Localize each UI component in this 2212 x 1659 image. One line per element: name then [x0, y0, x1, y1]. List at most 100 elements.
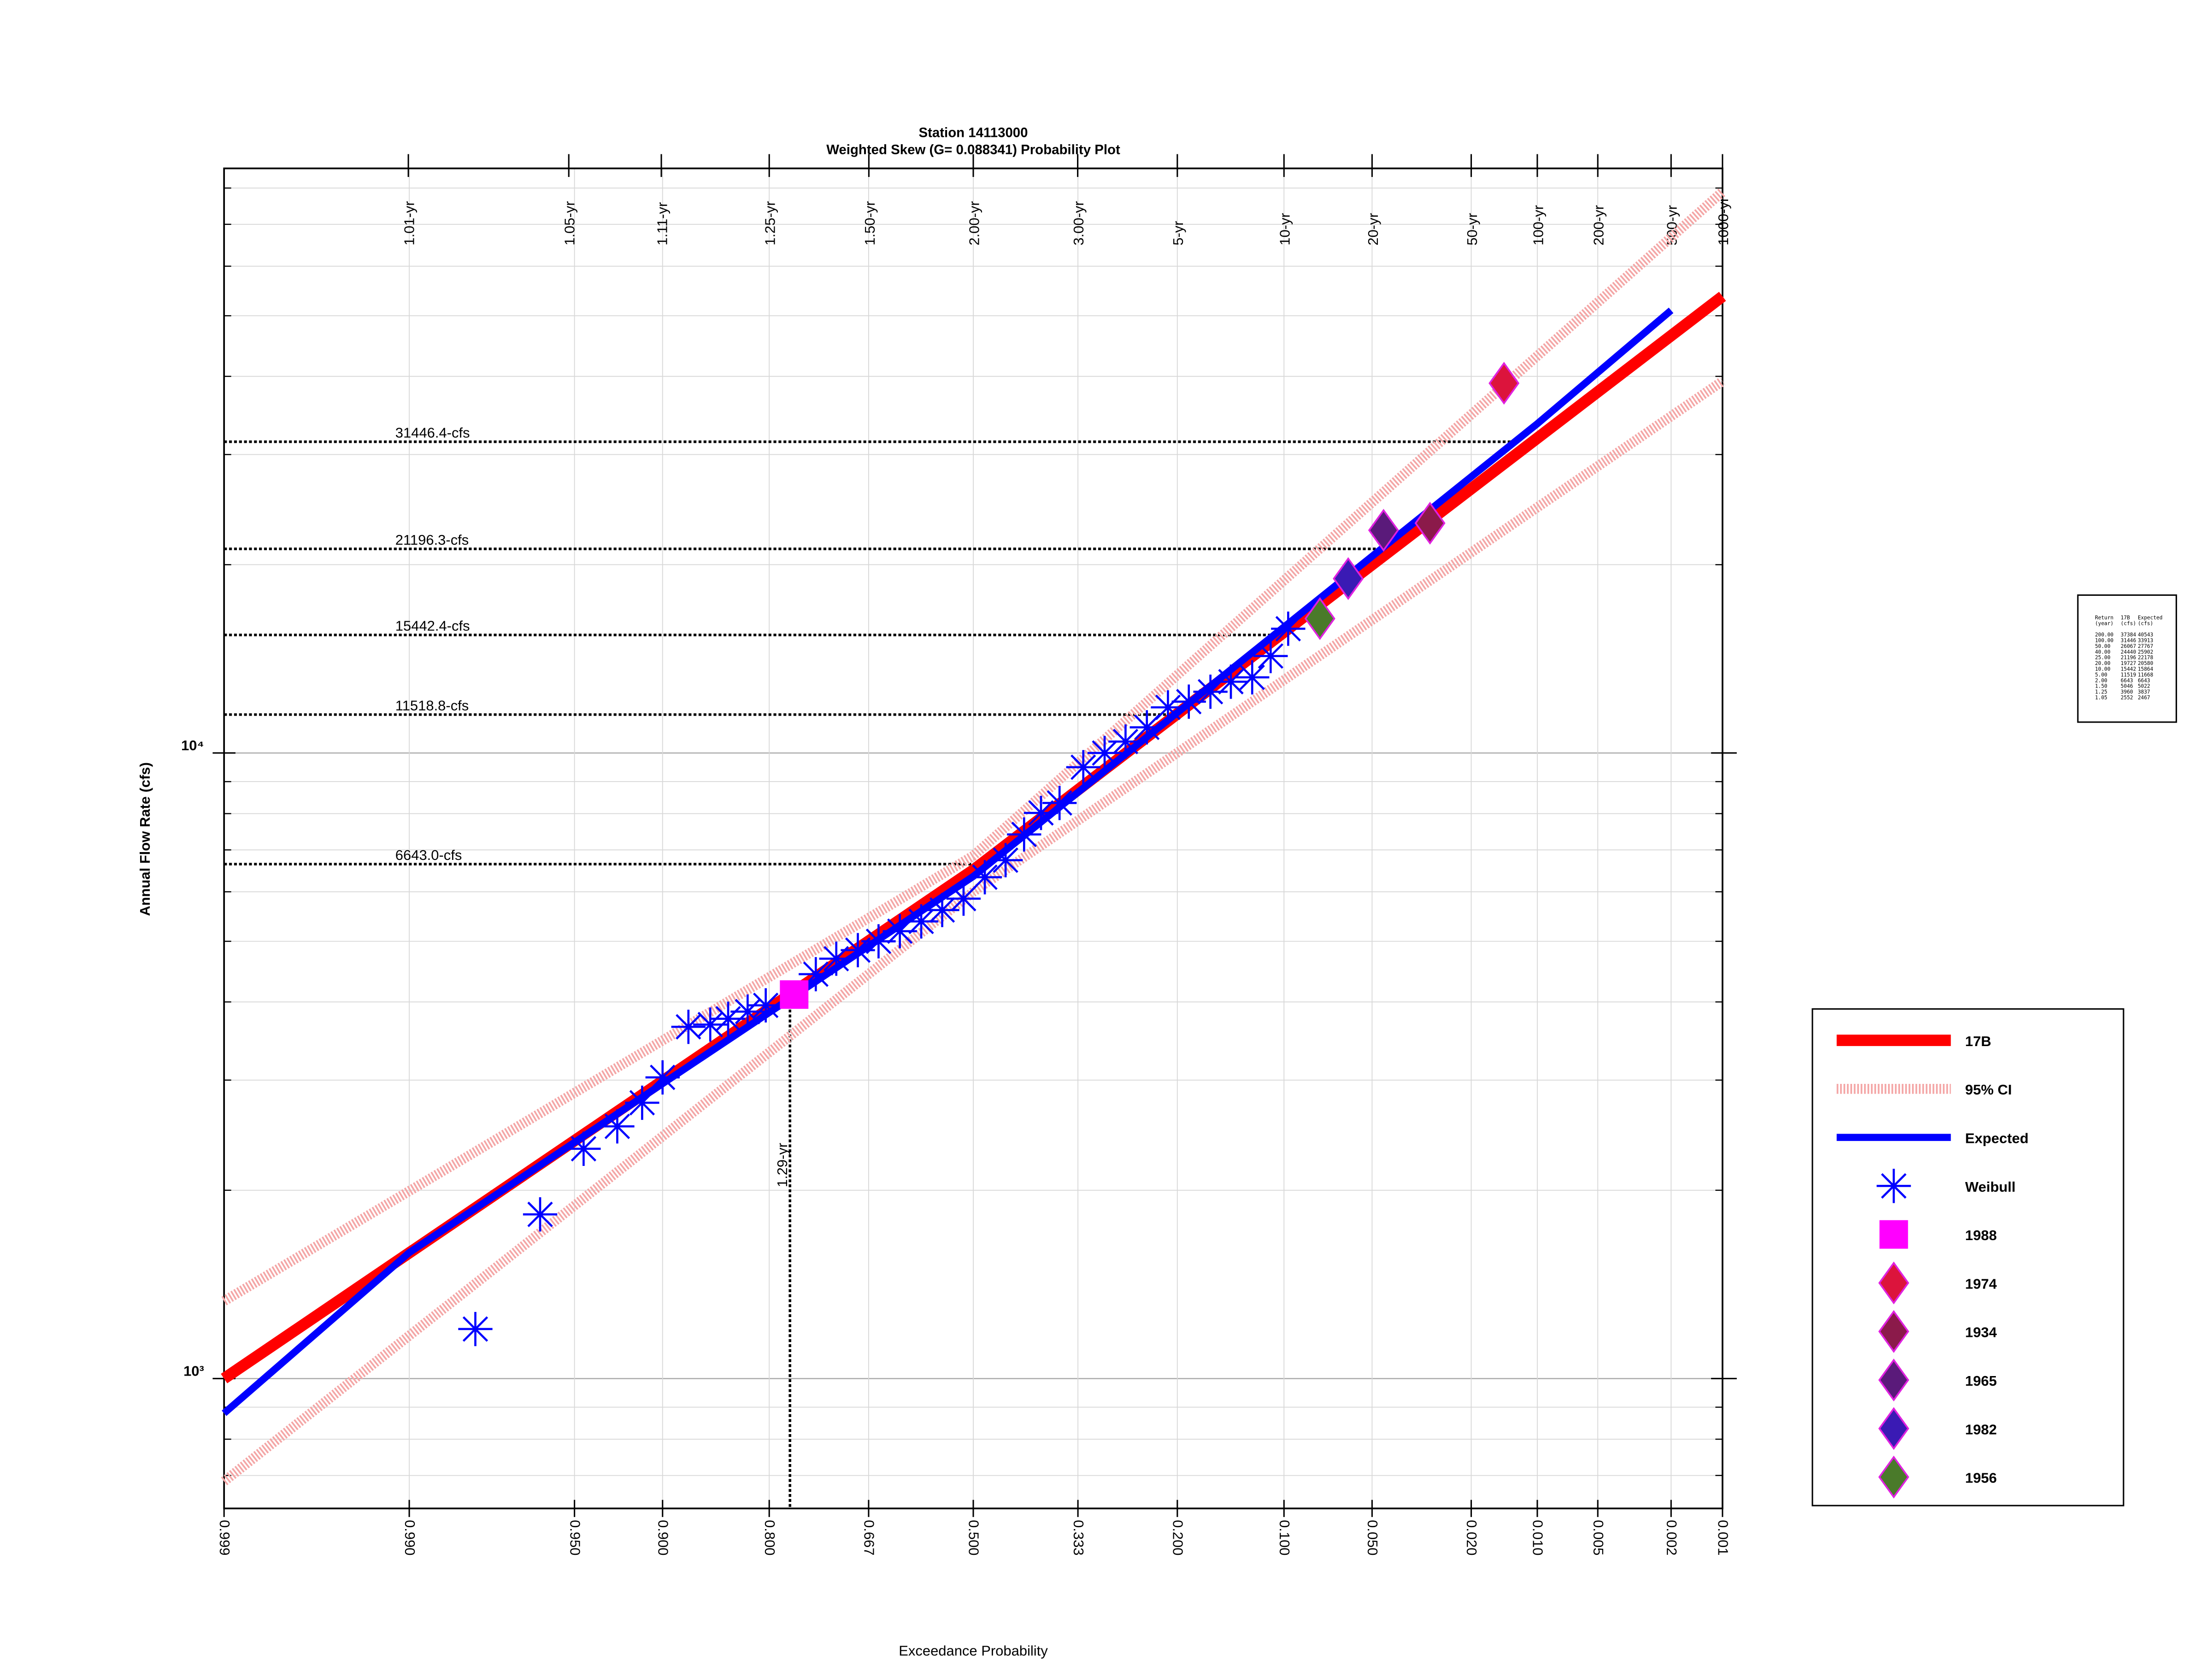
weibull-point	[841, 933, 875, 967]
table-cell: 27767	[2138, 643, 2153, 649]
table-cell: 1.50	[2095, 683, 2107, 689]
highlight-point	[1488, 362, 1520, 405]
table-cell: 11668	[2138, 672, 2153, 678]
weibull-point	[671, 1010, 706, 1044]
reference-label: 6643.0-cfs	[395, 847, 462, 863]
table-cell: 15442	[2121, 666, 2136, 672]
reference-label: 21196.3-cfs	[395, 532, 469, 548]
table-cell: 24440	[2121, 649, 2136, 655]
table-cell: 2.00	[2095, 677, 2107, 683]
ci-line	[221, 377, 1725, 1486]
table-cell: 33913	[2138, 638, 2153, 644]
legend-label: Expected	[1965, 1130, 2029, 1147]
weibull-point	[730, 994, 765, 1029]
weibull-point	[1171, 684, 1206, 719]
weibull-point	[1213, 665, 1248, 699]
weibull-point	[819, 941, 853, 976]
legend-swatch	[1878, 1455, 1909, 1499]
weibull-point	[1235, 660, 1270, 695]
x-tick-label: 0.200	[1170, 1520, 1186, 1555]
legend-label: 17B	[1965, 1033, 1991, 1049]
top-tick-label: 50-yr	[1464, 213, 1480, 246]
table-header: (cfs)	[2138, 620, 2153, 626]
legend-swatch	[1877, 1169, 1911, 1203]
y-axis-label: Annual Flow Rate (cfs)	[137, 762, 153, 916]
x-tick-label: 0.999	[217, 1520, 233, 1555]
weibull-point	[904, 904, 939, 939]
legend-label: 1965	[1965, 1373, 1997, 1389]
table-cell: 100.00	[2095, 638, 2113, 644]
plot-frame	[223, 167, 1724, 1510]
plot-area	[221, 188, 1726, 1486]
table-cell: 19727	[2121, 660, 2136, 666]
ci-line	[221, 188, 1726, 1306]
table-cell: 20580	[2138, 660, 2153, 666]
x-tick-label: 0.500	[966, 1520, 982, 1555]
table-cell: 5022	[2138, 683, 2150, 689]
table-cell: 2467	[2138, 694, 2150, 700]
legend-swatch	[1878, 1261, 1909, 1305]
weibull-point	[1007, 817, 1041, 852]
table-cell: 2552	[2121, 694, 2133, 700]
reference-label: 15442.4-cfs	[395, 618, 470, 634]
chart-title: Station 14113000	[918, 125, 1028, 140]
weibull-point	[1271, 612, 1306, 646]
x-tick-label: 0.001	[1715, 1520, 1731, 1555]
weibull-point	[693, 1007, 728, 1042]
table-header: Return	[2095, 615, 2113, 621]
x-tick-label: 0.020	[1464, 1520, 1480, 1555]
return-period-label: 1.29-yr	[774, 1143, 790, 1187]
highlight-point	[780, 980, 809, 1009]
x-tick-label: 0.100	[1277, 1520, 1293, 1555]
highlight-point	[1414, 501, 1446, 545]
legend: 17B 95% CI Expected Weibull 1988 1974 1934 1965…	[1836, 1033, 2029, 1499]
top-tick-label: 1.25-yr	[762, 201, 778, 245]
x-tick-label: 0.990	[402, 1520, 418, 1555]
top-tick-label: 1.05-yr	[562, 201, 578, 245]
top-tick-label: 1.01-yr	[401, 201, 418, 245]
weibull-point	[988, 843, 1023, 877]
table-header: (cfs)	[2121, 620, 2136, 626]
table-cell: 11519	[2121, 672, 2136, 678]
top-tick-label: 1.11-yr	[654, 202, 670, 246]
table-header: 17B	[2121, 615, 2130, 621]
top-tick-label: 1000-yr	[1715, 197, 1731, 246]
weibull-point	[1130, 710, 1164, 745]
top-tick-label: 5-yr	[1170, 221, 1186, 245]
x-tick-label: 0.005	[1590, 1520, 1606, 1555]
weibull-point	[1151, 690, 1185, 725]
weibull-point	[1193, 674, 1228, 709]
weibull-point	[861, 924, 896, 959]
weibull-point	[882, 914, 917, 948]
reference-label: 31446.4-cfs	[395, 424, 470, 441]
highlight-point	[1368, 509, 1399, 552]
highlight-point	[1333, 557, 1364, 600]
weibull-point	[600, 1109, 635, 1144]
y-tick-label: 10³	[183, 1363, 204, 1379]
weibull-point	[925, 893, 959, 927]
weibull-point	[1108, 724, 1143, 759]
table-cell: 25902	[2138, 649, 2153, 655]
x-tick-label: 0.950	[567, 1520, 583, 1555]
table-cell: 37384	[2121, 632, 2136, 638]
legend-label: 1934	[1965, 1324, 1997, 1341]
table-cell: 15864	[2138, 666, 2153, 672]
top-tick-label: 1.50-yr	[862, 201, 878, 245]
weibull-point	[711, 1001, 746, 1036]
table-cell: 5046	[2121, 683, 2133, 689]
table-cell: 6643	[2121, 677, 2133, 683]
table-cell: 3960	[2121, 689, 2133, 695]
table-cell: 1.05	[2095, 694, 2107, 700]
top-tick-label: 2.00-yr	[966, 201, 982, 245]
x-tick-label: 0.002	[1664, 1520, 1680, 1555]
legend-swatch	[1879, 1220, 1908, 1249]
top-tick-label: 3.00-yr	[1071, 201, 1087, 245]
weibull-point	[523, 1197, 558, 1232]
weibull-point	[1087, 735, 1122, 771]
y-tick-label: 10⁴	[181, 737, 204, 753]
x-tick-label: 0.800	[762, 1520, 778, 1555]
legend-label: 95% CI	[1965, 1082, 2012, 1098]
